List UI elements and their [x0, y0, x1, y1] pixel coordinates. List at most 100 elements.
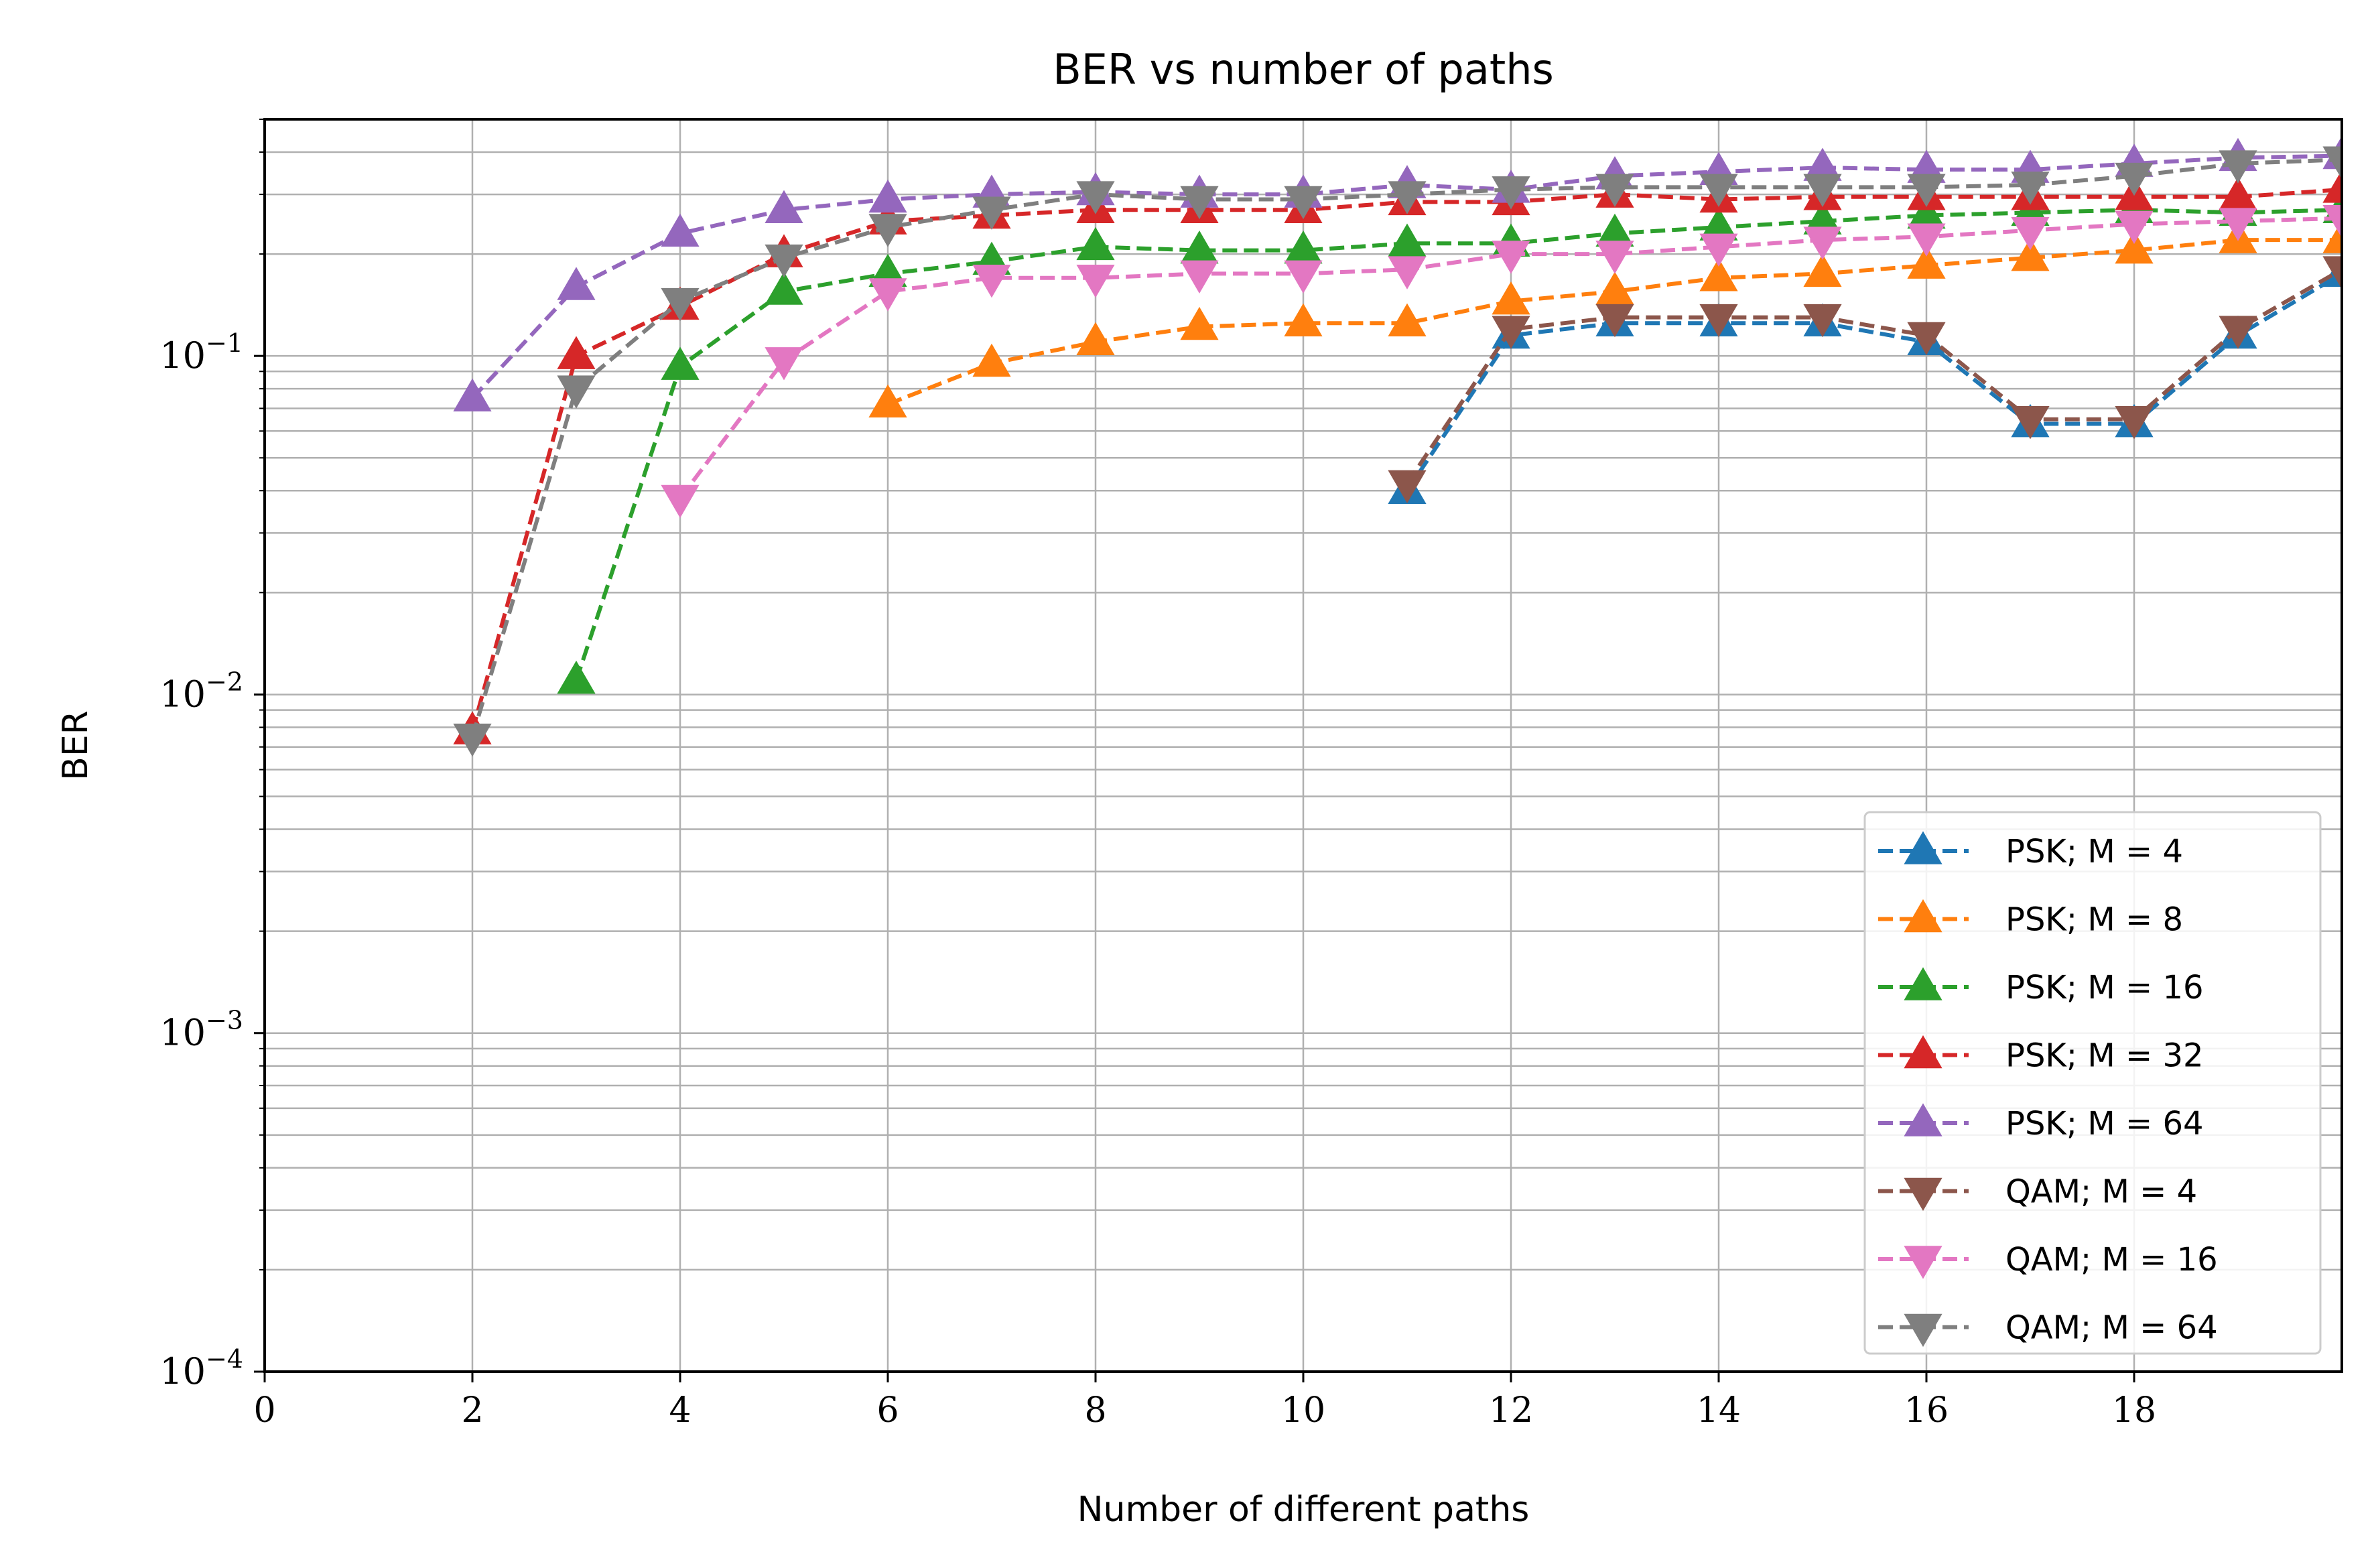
data-point	[2322, 204, 2342, 239]
data-point	[868, 179, 907, 213]
data-point	[661, 213, 700, 247]
data-point	[868, 214, 907, 247]
data-point	[1699, 258, 1738, 291]
data-point	[1492, 241, 1530, 274]
data-point	[1076, 226, 1115, 261]
legend-item: PSK; M = 8	[1878, 899, 2183, 939]
data-point	[2115, 162, 2154, 196]
legend-label: PSK; M = 64	[2005, 1105, 2204, 1142]
data-point	[2115, 210, 2154, 245]
legend-marker	[1904, 1313, 1942, 1348]
y-tick-label: 10−1	[159, 328, 243, 377]
data-point	[1492, 281, 1530, 315]
data-point	[2115, 231, 2154, 264]
data-point	[765, 271, 803, 305]
data-point	[1803, 253, 1842, 287]
data-point	[868, 278, 907, 312]
series-6	[661, 204, 2342, 519]
data-point	[972, 343, 1011, 377]
data-point	[2011, 172, 2050, 205]
x-tick-label: 18	[2112, 1390, 2156, 1431]
data-point	[1803, 226, 1842, 260]
data-point	[1595, 304, 1634, 338]
data-point	[1076, 264, 1115, 298]
data-point	[1907, 195, 1946, 229]
data-point	[1180, 306, 1219, 340]
y-tick-label: 10−4	[159, 1344, 243, 1392]
series-7	[453, 146, 2342, 757]
data-point	[1803, 147, 1842, 181]
data-point	[557, 660, 596, 694]
data-point	[661, 287, 700, 322]
data-point	[1180, 231, 1219, 264]
x-tick-label: 6	[876, 1390, 899, 1431]
x-tick-label: 0	[253, 1390, 275, 1431]
data-point	[1388, 181, 1427, 214]
data-point	[1180, 260, 1219, 294]
legend-item: QAM; M = 64	[1878, 1309, 2218, 1348]
data-point	[765, 190, 803, 223]
data-point	[661, 346, 700, 380]
legend-label: QAM; M = 4	[2005, 1173, 2197, 1211]
legend-label: PSK; M = 32	[2005, 1037, 2204, 1075]
data-point	[2219, 208, 2257, 241]
legend-marker	[1904, 1103, 1942, 1136]
data-point	[2011, 237, 2050, 271]
series-line	[1405, 267, 2342, 485]
data-point	[557, 336, 596, 369]
legend-marker	[1904, 831, 1942, 864]
legend-marker	[1904, 899, 1942, 933]
legend-box	[1863, 811, 2322, 1355]
data-point	[2322, 256, 2342, 289]
data-point	[1907, 174, 1946, 208]
chart-title: BER vs number of paths	[1053, 45, 1554, 94]
data-point	[2219, 177, 2257, 210]
legend-item: PSK; M = 32	[1878, 1035, 2204, 1075]
legend: PSK; M = 4 PSK; M = 8 PSK; M = 16 PSK; M = …	[1863, 811, 2322, 1355]
series-5	[1388, 256, 2342, 504]
data-point	[1388, 303, 1427, 336]
data-point	[2219, 316, 2257, 349]
data-point	[1699, 233, 1738, 267]
series-line	[574, 208, 2342, 681]
data-point	[661, 484, 700, 519]
data-point	[2011, 405, 2050, 440]
data-point	[1699, 174, 1738, 208]
data-point	[765, 347, 803, 381]
data-point	[1492, 176, 1530, 210]
data-point	[1907, 223, 1946, 257]
legend-label: PSK; M = 16	[2005, 969, 2204, 1006]
data-point	[1907, 245, 1946, 279]
series-layer	[453, 135, 2342, 757]
data-point	[1699, 207, 1738, 241]
y-tick-label: 10−2	[159, 667, 243, 715]
axis-ticks: 0 2 4 6 8 10 12 14 16 18 10−4 10−3 10−2 10−1	[159, 119, 2156, 1431]
legend-item: PSK; M = 4	[1878, 831, 2183, 870]
data-point	[2115, 405, 2154, 440]
legend-label: QAM; M = 64	[2005, 1309, 2218, 1347]
data-point	[1803, 174, 1842, 208]
legend-label: PSK; M = 8	[2005, 901, 2183, 939]
data-point	[557, 267, 596, 300]
data-point	[1076, 322, 1115, 356]
x-axis-label: Number of different paths	[1077, 1490, 1530, 1530]
legend-label: PSK; M = 4	[2005, 833, 2183, 870]
data-point	[2011, 216, 2050, 251]
data-point	[972, 264, 1011, 298]
data-point	[453, 378, 492, 412]
x-tick-label: 4	[669, 1390, 691, 1431]
x-tick-label: 8	[1084, 1390, 1106, 1431]
data-point	[1388, 256, 1427, 289]
legend-marker	[1904, 1246, 1942, 1279]
data-point	[1803, 201, 1842, 235]
legend-item: QAM; M = 4	[1878, 1173, 2197, 1212]
data-point	[765, 244, 803, 278]
data-point	[1595, 174, 1634, 208]
data-point	[1076, 181, 1115, 214]
data-point	[1284, 303, 1323, 336]
data-point	[1388, 223, 1427, 257]
x-tick-label: 12	[1489, 1390, 1533, 1431]
series-line	[1405, 271, 2342, 492]
data-point	[1595, 241, 1634, 274]
